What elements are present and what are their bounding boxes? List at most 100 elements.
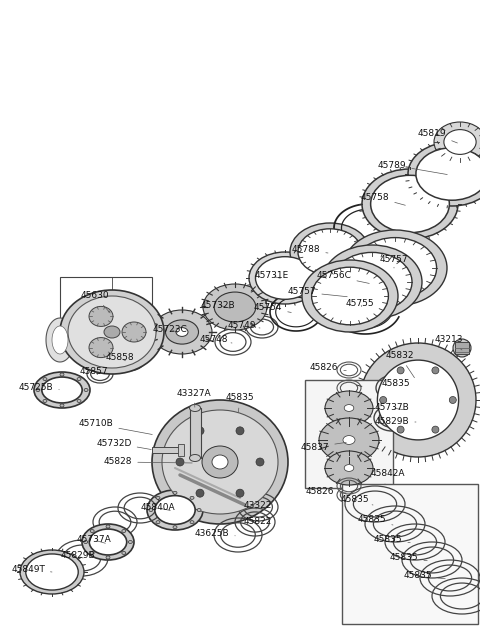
Ellipse shape xyxy=(42,377,82,403)
Ellipse shape xyxy=(89,338,113,358)
Text: 45835: 45835 xyxy=(358,516,393,525)
Text: 45755: 45755 xyxy=(346,299,374,308)
Ellipse shape xyxy=(343,230,447,306)
Circle shape xyxy=(453,339,471,357)
Bar xyxy=(342,484,478,624)
Ellipse shape xyxy=(34,372,90,408)
Text: 45731E: 45731E xyxy=(255,272,289,281)
Text: 45756C: 45756C xyxy=(317,272,369,283)
Text: 45789: 45789 xyxy=(378,160,447,175)
Text: 45858: 45858 xyxy=(106,354,134,363)
Ellipse shape xyxy=(84,541,88,544)
Ellipse shape xyxy=(190,404,201,412)
Ellipse shape xyxy=(190,496,194,499)
Ellipse shape xyxy=(90,551,94,555)
Text: 45857: 45857 xyxy=(80,367,108,376)
Text: 45630: 45630 xyxy=(81,291,110,313)
Text: 45725B: 45725B xyxy=(19,383,59,392)
Ellipse shape xyxy=(344,404,354,412)
Bar xyxy=(305,380,393,488)
Ellipse shape xyxy=(43,399,47,403)
Ellipse shape xyxy=(371,175,449,232)
Ellipse shape xyxy=(362,169,458,239)
Ellipse shape xyxy=(77,399,81,403)
Ellipse shape xyxy=(434,122,480,162)
Text: 43625B: 43625B xyxy=(195,530,235,539)
Ellipse shape xyxy=(122,322,146,342)
Ellipse shape xyxy=(152,310,212,354)
Ellipse shape xyxy=(214,292,256,322)
Ellipse shape xyxy=(190,521,194,524)
Circle shape xyxy=(256,458,264,466)
Circle shape xyxy=(397,367,404,374)
Text: 45829B: 45829B xyxy=(375,417,416,426)
Circle shape xyxy=(449,397,456,404)
Ellipse shape xyxy=(89,529,127,555)
Text: 45757: 45757 xyxy=(288,288,347,297)
Text: 43327A: 43327A xyxy=(177,388,211,407)
Ellipse shape xyxy=(43,377,47,381)
Ellipse shape xyxy=(332,252,412,311)
Ellipse shape xyxy=(416,148,480,200)
Text: 45819: 45819 xyxy=(418,128,457,143)
Ellipse shape xyxy=(360,343,476,457)
Text: 45835: 45835 xyxy=(382,379,410,388)
Bar xyxy=(190,408,201,458)
Text: 45788: 45788 xyxy=(292,245,328,254)
Bar xyxy=(152,447,180,453)
Ellipse shape xyxy=(89,306,113,326)
Ellipse shape xyxy=(90,530,94,533)
Text: 45835: 45835 xyxy=(374,535,410,544)
Ellipse shape xyxy=(152,400,288,524)
Ellipse shape xyxy=(203,284,267,330)
Ellipse shape xyxy=(106,556,110,559)
Ellipse shape xyxy=(325,391,373,425)
Text: 43213: 43213 xyxy=(435,336,463,350)
Ellipse shape xyxy=(26,554,78,590)
Ellipse shape xyxy=(82,524,134,560)
Text: 45835: 45835 xyxy=(226,394,254,412)
Text: 45835: 45835 xyxy=(390,553,427,562)
Text: 45826: 45826 xyxy=(306,487,346,496)
Text: 45837: 45837 xyxy=(300,442,346,451)
Ellipse shape xyxy=(325,451,373,485)
Ellipse shape xyxy=(60,290,164,374)
Bar xyxy=(455,342,469,354)
Ellipse shape xyxy=(155,496,195,525)
Circle shape xyxy=(380,397,387,404)
Ellipse shape xyxy=(147,490,203,530)
Text: 45842A: 45842A xyxy=(371,469,405,484)
Ellipse shape xyxy=(255,257,314,299)
Text: 45826: 45826 xyxy=(310,363,346,372)
Circle shape xyxy=(397,426,404,433)
Ellipse shape xyxy=(353,238,437,299)
Text: 45748: 45748 xyxy=(200,336,232,345)
Text: 45828: 45828 xyxy=(104,458,192,467)
Text: 45835: 45835 xyxy=(404,571,445,580)
Ellipse shape xyxy=(122,530,126,533)
Ellipse shape xyxy=(290,223,370,281)
Polygon shape xyxy=(52,326,68,354)
Circle shape xyxy=(432,367,439,374)
Bar xyxy=(178,444,184,456)
Bar xyxy=(60,277,152,345)
Ellipse shape xyxy=(128,541,132,544)
Text: 45822: 45822 xyxy=(244,517,272,526)
Ellipse shape xyxy=(322,245,422,319)
Ellipse shape xyxy=(77,377,81,381)
Polygon shape xyxy=(46,318,74,362)
Text: 45737B: 45737B xyxy=(374,404,409,413)
Text: 45840A: 45840A xyxy=(141,503,175,512)
Ellipse shape xyxy=(249,252,321,304)
Ellipse shape xyxy=(408,142,480,206)
Ellipse shape xyxy=(156,496,160,499)
Ellipse shape xyxy=(156,521,160,524)
Text: 45835: 45835 xyxy=(341,496,373,505)
Text: 45754: 45754 xyxy=(254,304,291,313)
Ellipse shape xyxy=(344,465,354,471)
Ellipse shape xyxy=(60,404,64,407)
Ellipse shape xyxy=(197,508,201,512)
Ellipse shape xyxy=(166,320,199,344)
Ellipse shape xyxy=(176,327,188,336)
Circle shape xyxy=(236,427,244,435)
